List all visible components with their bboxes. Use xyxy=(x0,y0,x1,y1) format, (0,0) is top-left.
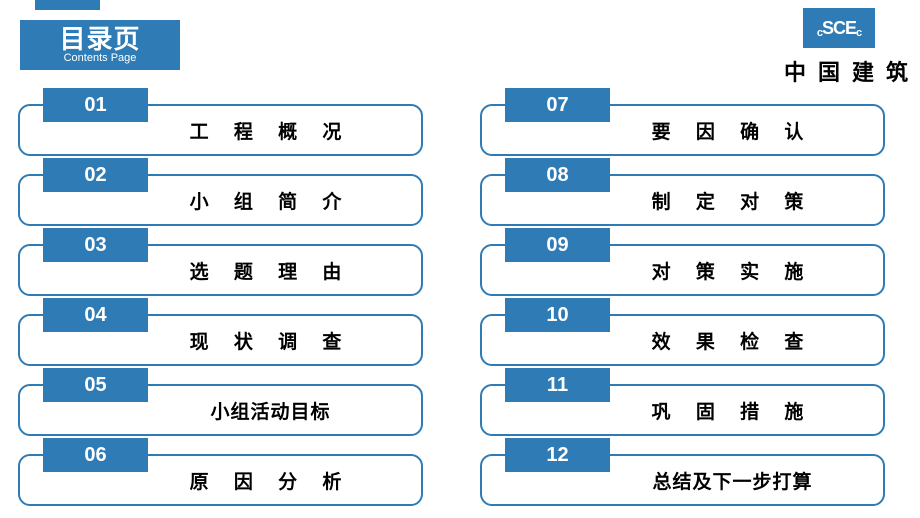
toc-item-number: 08 xyxy=(505,158,610,192)
company-name: 中国建筑 xyxy=(784,55,920,87)
toc-item-number: 05 xyxy=(43,368,148,402)
toc-item-number: 10 xyxy=(505,298,610,332)
toc-item-label: 对 策 实 施 xyxy=(652,257,814,284)
toc-item-label: 小组活动目标 xyxy=(210,397,330,424)
toc-item-label: 工 程 概 况 xyxy=(190,117,352,144)
toc-item: 要 因 确 认 07 xyxy=(480,88,890,158)
toc-item: 选 题 理 由 03 xyxy=(18,228,428,298)
toc-item: 总结及下一步打算 12 xyxy=(480,438,890,508)
toc-item-number: 11 xyxy=(505,368,610,402)
toc-column-right: 要 因 确 认 07 制 定 对 策 08 对 策 实 施 09 效 果 检 查 10 巩 固 … xyxy=(480,88,890,508)
page-header: 目录页 Contents Page xyxy=(20,20,180,70)
toc-item-label: 选 题 理 由 xyxy=(190,257,352,284)
toc-item-number: 09 xyxy=(505,228,610,262)
toc-item-number: 01 xyxy=(43,88,148,122)
toc-column-left: 工 程 概 况 01 小 组 简 介 02 选 题 理 由 03 现 状 调 查 04 小组活动… xyxy=(18,88,428,508)
company-logo: cSCEc xyxy=(803,8,875,48)
header-title: 目录页 xyxy=(59,26,140,52)
toc-item: 现 状 调 查 04 xyxy=(18,298,428,368)
toc-item-number: 04 xyxy=(43,298,148,332)
toc-item-label: 现 状 调 查 xyxy=(190,327,352,354)
toc-item-label: 小 组 简 介 xyxy=(190,187,352,214)
toc-item-label: 总结及下一步打算 xyxy=(652,467,812,494)
logo-text: cSCEc xyxy=(817,18,861,39)
toc-item-label: 制 定 对 策 xyxy=(652,187,814,214)
toc-item: 巩 固 措 施 11 xyxy=(480,368,890,438)
header-subtitle: Contents Page xyxy=(64,53,137,64)
top-accent-bar xyxy=(35,0,100,10)
toc-item-number: 12 xyxy=(505,438,610,472)
toc-item-number: 02 xyxy=(43,158,148,192)
toc-item-label: 原 因 分 析 xyxy=(190,467,352,494)
toc-item-label: 效 果 检 查 xyxy=(652,327,814,354)
toc-item: 小 组 简 介 02 xyxy=(18,158,428,228)
toc-item-label: 要 因 确 认 xyxy=(652,117,814,144)
toc-columns: 工 程 概 况 01 小 组 简 介 02 选 题 理 由 03 现 状 调 查 04 小组活动… xyxy=(18,88,890,508)
toc-item: 原 因 分 析 06 xyxy=(18,438,428,508)
toc-item: 制 定 对 策 08 xyxy=(480,158,890,228)
toc-item-number: 03 xyxy=(43,228,148,262)
toc-item: 效 果 检 查 10 xyxy=(480,298,890,368)
toc-item: 工 程 概 况 01 xyxy=(18,88,428,158)
toc-item-number: 06 xyxy=(43,438,148,472)
toc-item-label: 巩 固 措 施 xyxy=(652,397,814,424)
toc-item-number: 07 xyxy=(505,88,610,122)
toc-item: 对 策 实 施 09 xyxy=(480,228,890,298)
toc-item: 小组活动目标 05 xyxy=(18,368,428,438)
